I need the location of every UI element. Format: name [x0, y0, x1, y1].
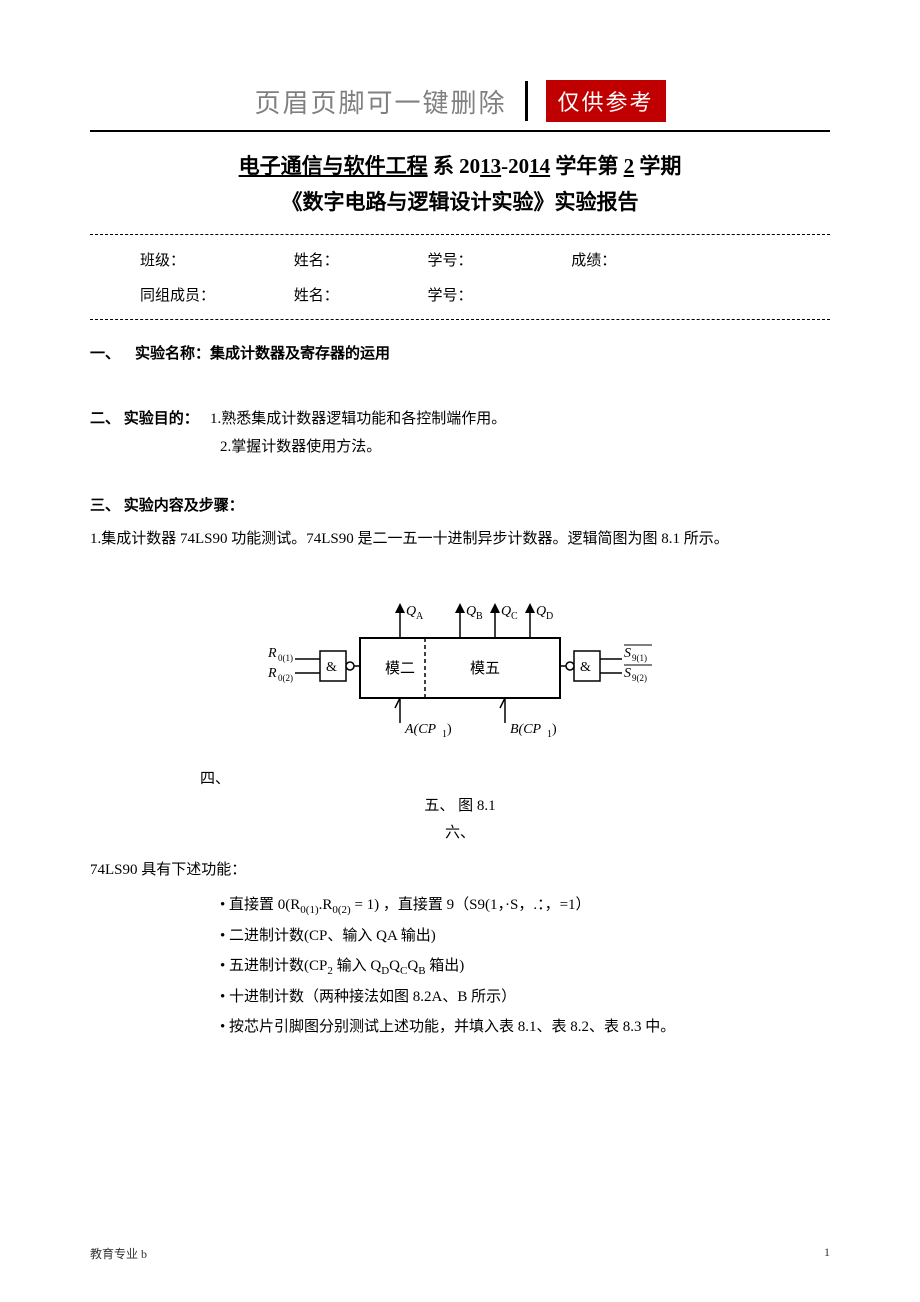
- field-name2: 姓名：: [294, 284, 424, 305]
- header-banner: 页眉页脚可一键删除 仅供参考: [90, 80, 830, 122]
- svg-text:Q: Q: [536, 604, 546, 619]
- svg-text:A(CP: A(CP: [404, 722, 437, 737]
- caption-4: 四、: [200, 766, 830, 793]
- field-name: 姓名：: [294, 249, 424, 270]
- svg-text:&: &: [580, 660, 591, 675]
- dashed-rule-top: [90, 234, 830, 235]
- diagram-input-a: A(CP1): [395, 698, 452, 740]
- function-list: 直接置 0(R0(1).R0(2) = 1) ，直接置 9（S9(1，·S，.：…: [180, 890, 830, 1042]
- diagram-mod5: 模五: [470, 660, 500, 677]
- svg-text:Q: Q: [501, 604, 511, 619]
- banner-text: 页眉页脚可一键删除: [254, 83, 506, 120]
- diagram-mod2: 模二: [385, 660, 415, 677]
- field-id2: 学号：: [428, 284, 473, 305]
- diagram-input-b: B(CP1): [500, 698, 557, 740]
- field-row-1: 班级： 姓名： 学号： 成绩：: [140, 249, 830, 270]
- section-2: 二、 实验目的： 1.熟悉集成计数器逻辑功能和各控制端作用。 2.掌握计数器使用…: [90, 405, 830, 462]
- svg-text:R: R: [267, 646, 277, 661]
- svg-text:): ): [447, 722, 452, 737]
- title-line-1: 电子通信与软件工程 系 2013-2014 学年第 2 学期: [90, 150, 830, 180]
- svg-text:D: D: [546, 611, 553, 622]
- sec2-item2: 2.掌握计数器使用方法。: [220, 439, 381, 455]
- header-rule: [90, 130, 830, 132]
- svg-text:9(1): 9(1): [632, 653, 647, 663]
- banner-stamp: 仅供参考: [546, 80, 666, 122]
- caption-5: 五、 图 8.1: [90, 793, 830, 820]
- svg-text:Q: Q: [466, 604, 476, 619]
- svg-text:C: C: [511, 611, 518, 622]
- svg-text:S: S: [624, 666, 631, 681]
- footer-page-number: 1: [824, 1245, 830, 1262]
- func-item-1: 直接置 0(R0(1).R0(2) = 1) ，直接置 9（S9(1，·S，.：…: [220, 890, 830, 921]
- dashed-rule-bottom: [90, 319, 830, 320]
- sec1-label: 实验名称：: [135, 346, 210, 362]
- sec2-item1: 1.熟悉集成计数器逻辑功能和各控制端作用。: [210, 411, 506, 427]
- svg-text:A: A: [416, 611, 424, 622]
- svg-text:Q: Q: [406, 604, 416, 619]
- field-score: 成绩：: [571, 249, 616, 270]
- sec2-label: 实验目的：: [124, 411, 199, 427]
- field-team: 同组成员：: [140, 284, 290, 305]
- func-item-3: 五进制计数(CP2 输入 QDQCQB 箱出): [220, 951, 830, 982]
- field-id: 学号：: [428, 249, 568, 270]
- logic-diagram: 模二 模五 QA QB QC QD: [90, 583, 830, 758]
- sec2-no: 二、: [90, 411, 120, 427]
- diagram-output-qd: QD: [525, 603, 553, 638]
- svg-text:): ): [552, 722, 557, 737]
- diagram-output-qc: QC: [490, 603, 518, 638]
- sec3-p1: 1.集成计数器 74LS90 功能测试。74LS90 是二一五一十进制异步计数器…: [90, 526, 830, 553]
- sec3-no: 三、: [90, 498, 120, 514]
- banner-divider: [525, 81, 528, 121]
- sec1-no: 一、: [90, 346, 120, 362]
- diagram-output-qa: QA: [395, 603, 424, 638]
- caption-6: 六、: [90, 820, 830, 847]
- funcs-intro: 74LS90 具有下述功能：: [90, 857, 830, 884]
- svg-text:0(1): 0(1): [278, 653, 293, 663]
- func-item-4: 十进制计数（两种接法如图 8.2A、B 所示）: [220, 982, 830, 1012]
- svg-text:R: R: [267, 666, 277, 681]
- svg-text:B(CP: B(CP: [510, 722, 542, 737]
- section-1: 一、 实验名称：集成计数器及寄存器的运用: [90, 340, 830, 369]
- section-3: 三、 实验内容及步骤： 1.集成计数器 74LS90 功能测试。74LS90 是…: [90, 492, 830, 554]
- diagram-left-gate: & R0(1) R0(2): [267, 646, 360, 683]
- field-class: 班级：: [140, 249, 290, 270]
- title-line-2: 《数字电路与逻辑设计实验》实验报告: [90, 186, 830, 216]
- svg-text:0(2): 0(2): [278, 673, 293, 683]
- sec3-label: 实验内容及步骤：: [124, 498, 244, 514]
- svg-text:&: &: [326, 660, 337, 675]
- title-dept: 电子通信与软件工程: [239, 154, 428, 178]
- footer-left: 教育专业 b: [90, 1245, 147, 1262]
- field-row-2: 同组成员： 姓名： 学号：: [140, 284, 830, 305]
- func-item-2: 二进制计数(CP、输入 QA 输出): [220, 921, 830, 951]
- page-footer: 教育专业 b 1: [90, 1245, 830, 1262]
- diagram-output-qb: QB: [455, 603, 483, 638]
- svg-text:B: B: [476, 611, 483, 622]
- diagram-right-gate: & S9(1) S9(2): [560, 645, 652, 683]
- sec1-value: 集成计数器及寄存器的运用: [210, 346, 390, 362]
- svg-text:S: S: [624, 646, 631, 661]
- svg-text:9(2): 9(2): [632, 673, 647, 683]
- func-item-5: 按芯片引脚图分别测试上述功能，并填入表 8.1、表 8.2、表 8.3 中。: [220, 1012, 830, 1042]
